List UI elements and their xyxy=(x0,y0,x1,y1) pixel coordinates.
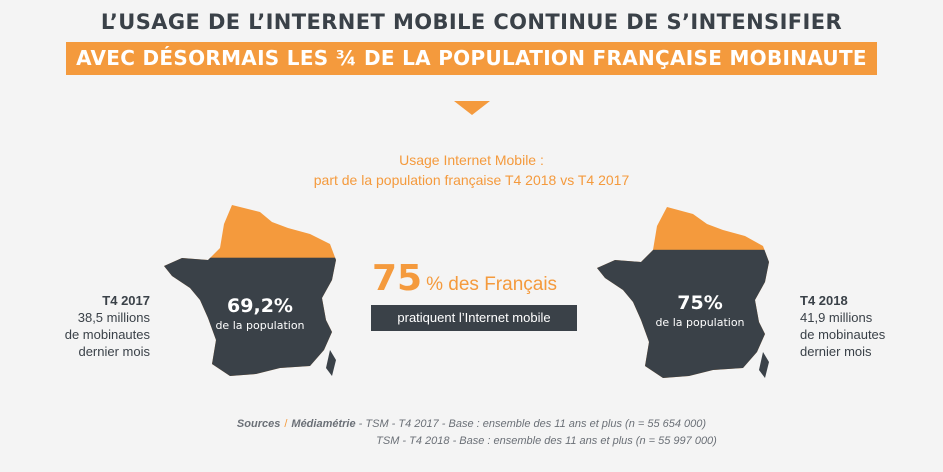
stats-2018-label: T4 2018 xyxy=(800,293,848,308)
center-badge: pratiquent l’Internet mobile xyxy=(371,305,577,331)
title-line-2: AVEC DÉSORMAIS LES ¾ DE LA POPULATION FR… xyxy=(66,42,877,75)
center-headline: 75% des Français xyxy=(372,258,582,299)
center-big-number: 75 xyxy=(372,258,423,299)
down-arrow-icon xyxy=(454,101,490,115)
stats-2017-line-1: 38,5 millions xyxy=(77,310,150,325)
stats-2017-line-2: de mobinautes xyxy=(64,327,150,342)
sources-org: Médiamétrie xyxy=(291,418,356,430)
corsica-2018 xyxy=(759,352,769,378)
stats-2017-label: T4 2017 xyxy=(102,293,150,308)
pct-2017: 69,2% de la population xyxy=(210,295,310,332)
pct-2017-value: 69,2% xyxy=(227,295,293,317)
stats-2018-line-2: de mobinautes xyxy=(800,327,886,342)
pct-2018-value: 75% xyxy=(677,292,723,314)
sources: Sources / Médiamétrie - TSM - T4 2017 - Ba… xyxy=(0,416,943,450)
center-big-text: % des Français xyxy=(426,274,558,295)
chart-subtitle: Usage Internet Mobile : part de la popul… xyxy=(0,150,943,190)
sources-line-2: TSM - T4 2018 - Base : ensemble des 11 a… xyxy=(376,435,717,447)
france-map-2018 xyxy=(597,207,769,378)
pct-2017-caption: de la population xyxy=(215,319,305,332)
stats-2017-line-3: dernier mois xyxy=(78,344,150,359)
title-line-1: L’USAGE DE L’INTERNET MOBILE CONTINUE DE… xyxy=(100,10,843,34)
sources-line-1: - TSM - T4 2017 - Base : ensemble des 11… xyxy=(358,418,707,430)
sources-separator: / xyxy=(284,418,288,430)
pct-2018-caption: de la population xyxy=(655,316,745,329)
france-map-2017 xyxy=(164,205,336,376)
subtitle-line-1: Usage Internet Mobile : xyxy=(399,152,544,168)
stats-2017: T4 2017 38,5 millions de mobinautes dern… xyxy=(20,292,150,360)
pct-2018: 75% de la population xyxy=(650,292,750,329)
sources-label: Sources xyxy=(236,418,281,430)
stats-2018: T4 2018 41,9 millions de mobinautes dern… xyxy=(800,292,930,360)
corsica-2017 xyxy=(326,350,336,376)
subtitle-line-2: part de la population française T4 2018 … xyxy=(313,172,630,188)
stats-2018-line-1: 41,9 millions xyxy=(800,310,873,325)
stats-2018-line-3: dernier mois xyxy=(800,344,872,359)
